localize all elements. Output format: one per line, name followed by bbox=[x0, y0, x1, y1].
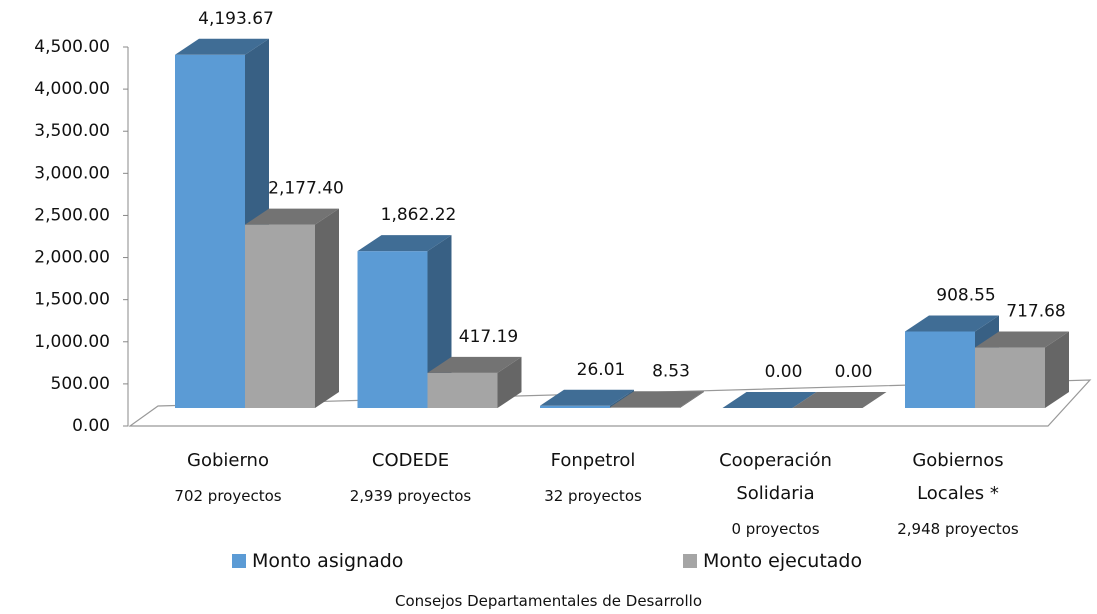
x-tick-label: Gobiernos Locales * bbox=[912, 450, 1004, 504]
bar-top bbox=[540, 389, 634, 406]
value-label: 2,177.40 bbox=[268, 179, 344, 199]
category: CODEDE 2,939 proyectos bbox=[336, 444, 486, 505]
value-label: 4,193.67 bbox=[198, 9, 274, 29]
legend-item: Monto asignado bbox=[232, 550, 403, 572]
y-tick-label: 3,000.00 bbox=[34, 163, 110, 183]
bar bbox=[905, 331, 975, 408]
category: Cooperación Solidaria 0 proyectos bbox=[701, 444, 851, 538]
y-tick-label: 2,500.00 bbox=[34, 205, 110, 225]
legend-label: Monto asignado bbox=[252, 550, 404, 572]
y-tick-label: 4,500.00 bbox=[34, 37, 110, 57]
bar-top bbox=[427, 356, 522, 373]
value-label: 0.00 bbox=[835, 362, 873, 382]
x-tick-label: Cooperación Solidaria bbox=[719, 450, 832, 504]
legend-label: Monto ejecutado bbox=[703, 550, 863, 572]
bar-top bbox=[357, 235, 452, 252]
bar-side bbox=[1045, 331, 1069, 408]
legend-item: Monto ejecutado bbox=[683, 550, 862, 572]
bar bbox=[975, 347, 1045, 408]
y-tick-label: 4,000.00 bbox=[34, 79, 110, 99]
category: Gobierno 702 proyectos bbox=[153, 444, 303, 505]
category-note: 2,939 proyectos bbox=[349, 487, 472, 505]
category-note: 2,948 proyectos bbox=[897, 520, 1019, 538]
bar-top bbox=[975, 331, 1069, 348]
legend-swatch bbox=[232, 554, 246, 568]
bar-top bbox=[610, 391, 704, 408]
x-axis-title: Consejos Departamentales de Desarrollo bbox=[395, 592, 702, 610]
value-label: 0.00 bbox=[765, 362, 803, 382]
bar-side bbox=[315, 208, 339, 408]
category-note: 0 proyectos bbox=[731, 520, 820, 538]
value-label: 417.19 bbox=[459, 327, 518, 347]
x-tick-label: CODEDE bbox=[371, 450, 450, 471]
bar-top bbox=[905, 315, 999, 332]
x-tick-label: Gobierno bbox=[187, 450, 269, 471]
category-note: 32 proyectos bbox=[544, 487, 642, 505]
bar bbox=[357, 251, 428, 408]
value-label: 26.01 bbox=[577, 360, 626, 380]
y-tick-label: 0.00 bbox=[72, 416, 110, 436]
y-tick-label: 2,000.00 bbox=[34, 248, 110, 268]
value-label: 1,862.22 bbox=[381, 205, 457, 225]
bar-top bbox=[722, 392, 817, 408]
bar-side bbox=[680, 391, 704, 408]
y-tick-label: 1,500.00 bbox=[34, 290, 110, 310]
bar bbox=[427, 372, 498, 408]
category: Gobiernos Locales * 2,948 proyectos bbox=[883, 444, 1033, 538]
y-tick-label: 500.00 bbox=[51, 374, 110, 394]
bar-side bbox=[497, 356, 522, 408]
bar bbox=[175, 54, 245, 408]
x-tick-label: Fonpetrol bbox=[550, 450, 636, 471]
value-label: 8.53 bbox=[652, 361, 690, 381]
bar-top bbox=[245, 208, 339, 225]
bar bbox=[245, 224, 315, 408]
y-tick-label: 1,000.00 bbox=[34, 332, 110, 352]
value-label: 908.55 bbox=[936, 285, 995, 305]
bar bbox=[610, 407, 680, 408]
y-tick-label: 3,500.00 bbox=[34, 121, 110, 141]
bar bbox=[540, 405, 610, 408]
category: Fonpetrol 32 proyectos bbox=[518, 444, 668, 505]
category-note: 702 proyectos bbox=[174, 487, 282, 505]
bar-top bbox=[175, 38, 269, 55]
bar-top bbox=[792, 392, 887, 408]
legend-swatch bbox=[683, 554, 697, 568]
value-label: 717.68 bbox=[1006, 302, 1065, 322]
